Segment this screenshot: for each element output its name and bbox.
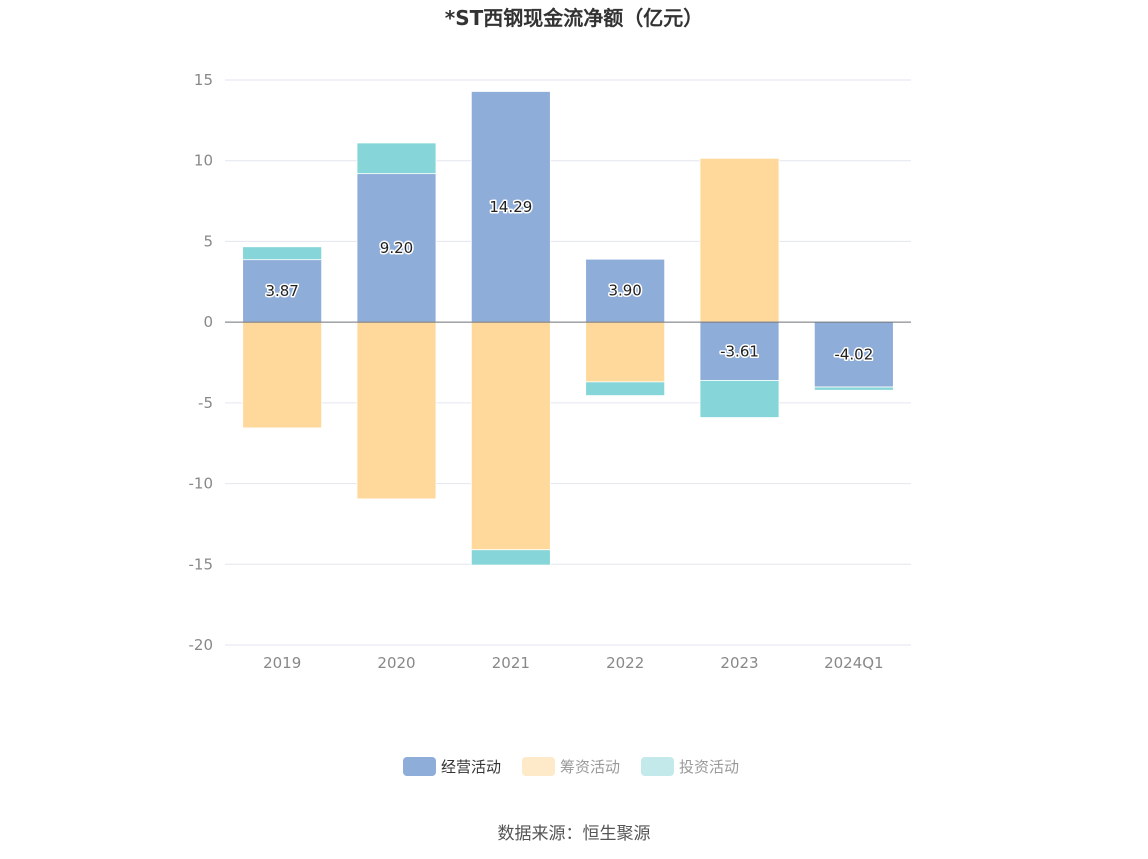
bar-筹资活动-2023[interactable] [699,157,780,323]
y-tick-label: 10 [194,152,213,170]
x-tick-label: 2020 [377,654,415,672]
grid-lines [225,79,911,646]
bar-经营活动-2023[interactable] [699,321,780,381]
bar-筹资活动-2021[interactable] [470,321,551,551]
y-tick-label: 15 [194,71,213,89]
bar-投资活动-2024Q1[interactable] [813,386,894,391]
data-label: 3.87 [265,282,298,300]
bars [242,91,894,566]
x-tick-label: 2022 [606,654,644,672]
bar-经营活动-2022[interactable] [585,258,666,323]
y-tick-label: -15 [189,555,214,573]
source-note: 数据来源：恒生聚源 [498,824,651,844]
y-tick-label: -5 [198,394,213,412]
bar-投资活动-2021[interactable] [470,549,551,566]
bar-经营活动-2020[interactable] [356,173,437,323]
data-label: 3.90 [608,282,641,300]
data-label: 9.20 [380,239,413,257]
y-tick-label: 5 [203,232,213,250]
legend-item-筹资活动[interactable]: 筹资活动 [522,757,620,776]
legend-label: 筹资活动 [560,758,620,776]
x-tick-label: 2024Q1 [824,654,884,672]
data-label: -4.02 [834,346,873,364]
bar-筹资活动-2022[interactable] [585,321,666,383]
bar-经营活动-2021[interactable] [470,91,551,323]
bar-labels: 3.87 9.20 14.29 3.90 -3.61 -4.02 [264,196,875,365]
bar-投资活动-2022[interactable] [585,381,666,396]
bar-筹资活动-2019[interactable] [242,321,323,429]
x-tick-label: 2021 [492,654,530,672]
chart-title: *ST西钢现金流净额（亿元） [445,6,704,30]
legend-item-投资活动[interactable]: 投资活动 [641,757,739,776]
y-axis-ticks: 15 10 5 0 -5 -10 -15 -20 [189,71,214,654]
zero-axis [225,321,911,646]
y-tick-label: -10 [189,475,214,493]
legend-swatch [641,757,674,776]
bar-投资活动-2019[interactable] [242,246,323,261]
bar-投资活动-2020[interactable] [356,142,437,175]
legend-item-经营活动[interactable]: 经营活动 [403,757,501,776]
legend-label: 经营活动 [441,758,501,776]
legend-swatch [522,757,555,776]
legend-swatch [403,757,436,776]
legend-label: 投资活动 [679,758,739,776]
x-tick-label: 2019 [263,654,301,672]
legend[interactable]: 经营活动 筹资活动 投资活动 [403,757,739,776]
bar-投资活动-2023[interactable] [699,380,780,418]
x-axis-ticks: 2019 2020 2021 2022 2023 2024Q1 [263,654,884,672]
data-label: 14.29 [489,198,532,216]
bar-筹资活动-2020[interactable] [356,321,437,500]
y-tick-label: 0 [203,313,213,331]
data-label: -3.61 [720,342,759,360]
bar-经营活动-2024Q1[interactable] [813,321,894,388]
y-tick-label: -20 [189,636,214,654]
x-tick-label: 2023 [720,654,758,672]
